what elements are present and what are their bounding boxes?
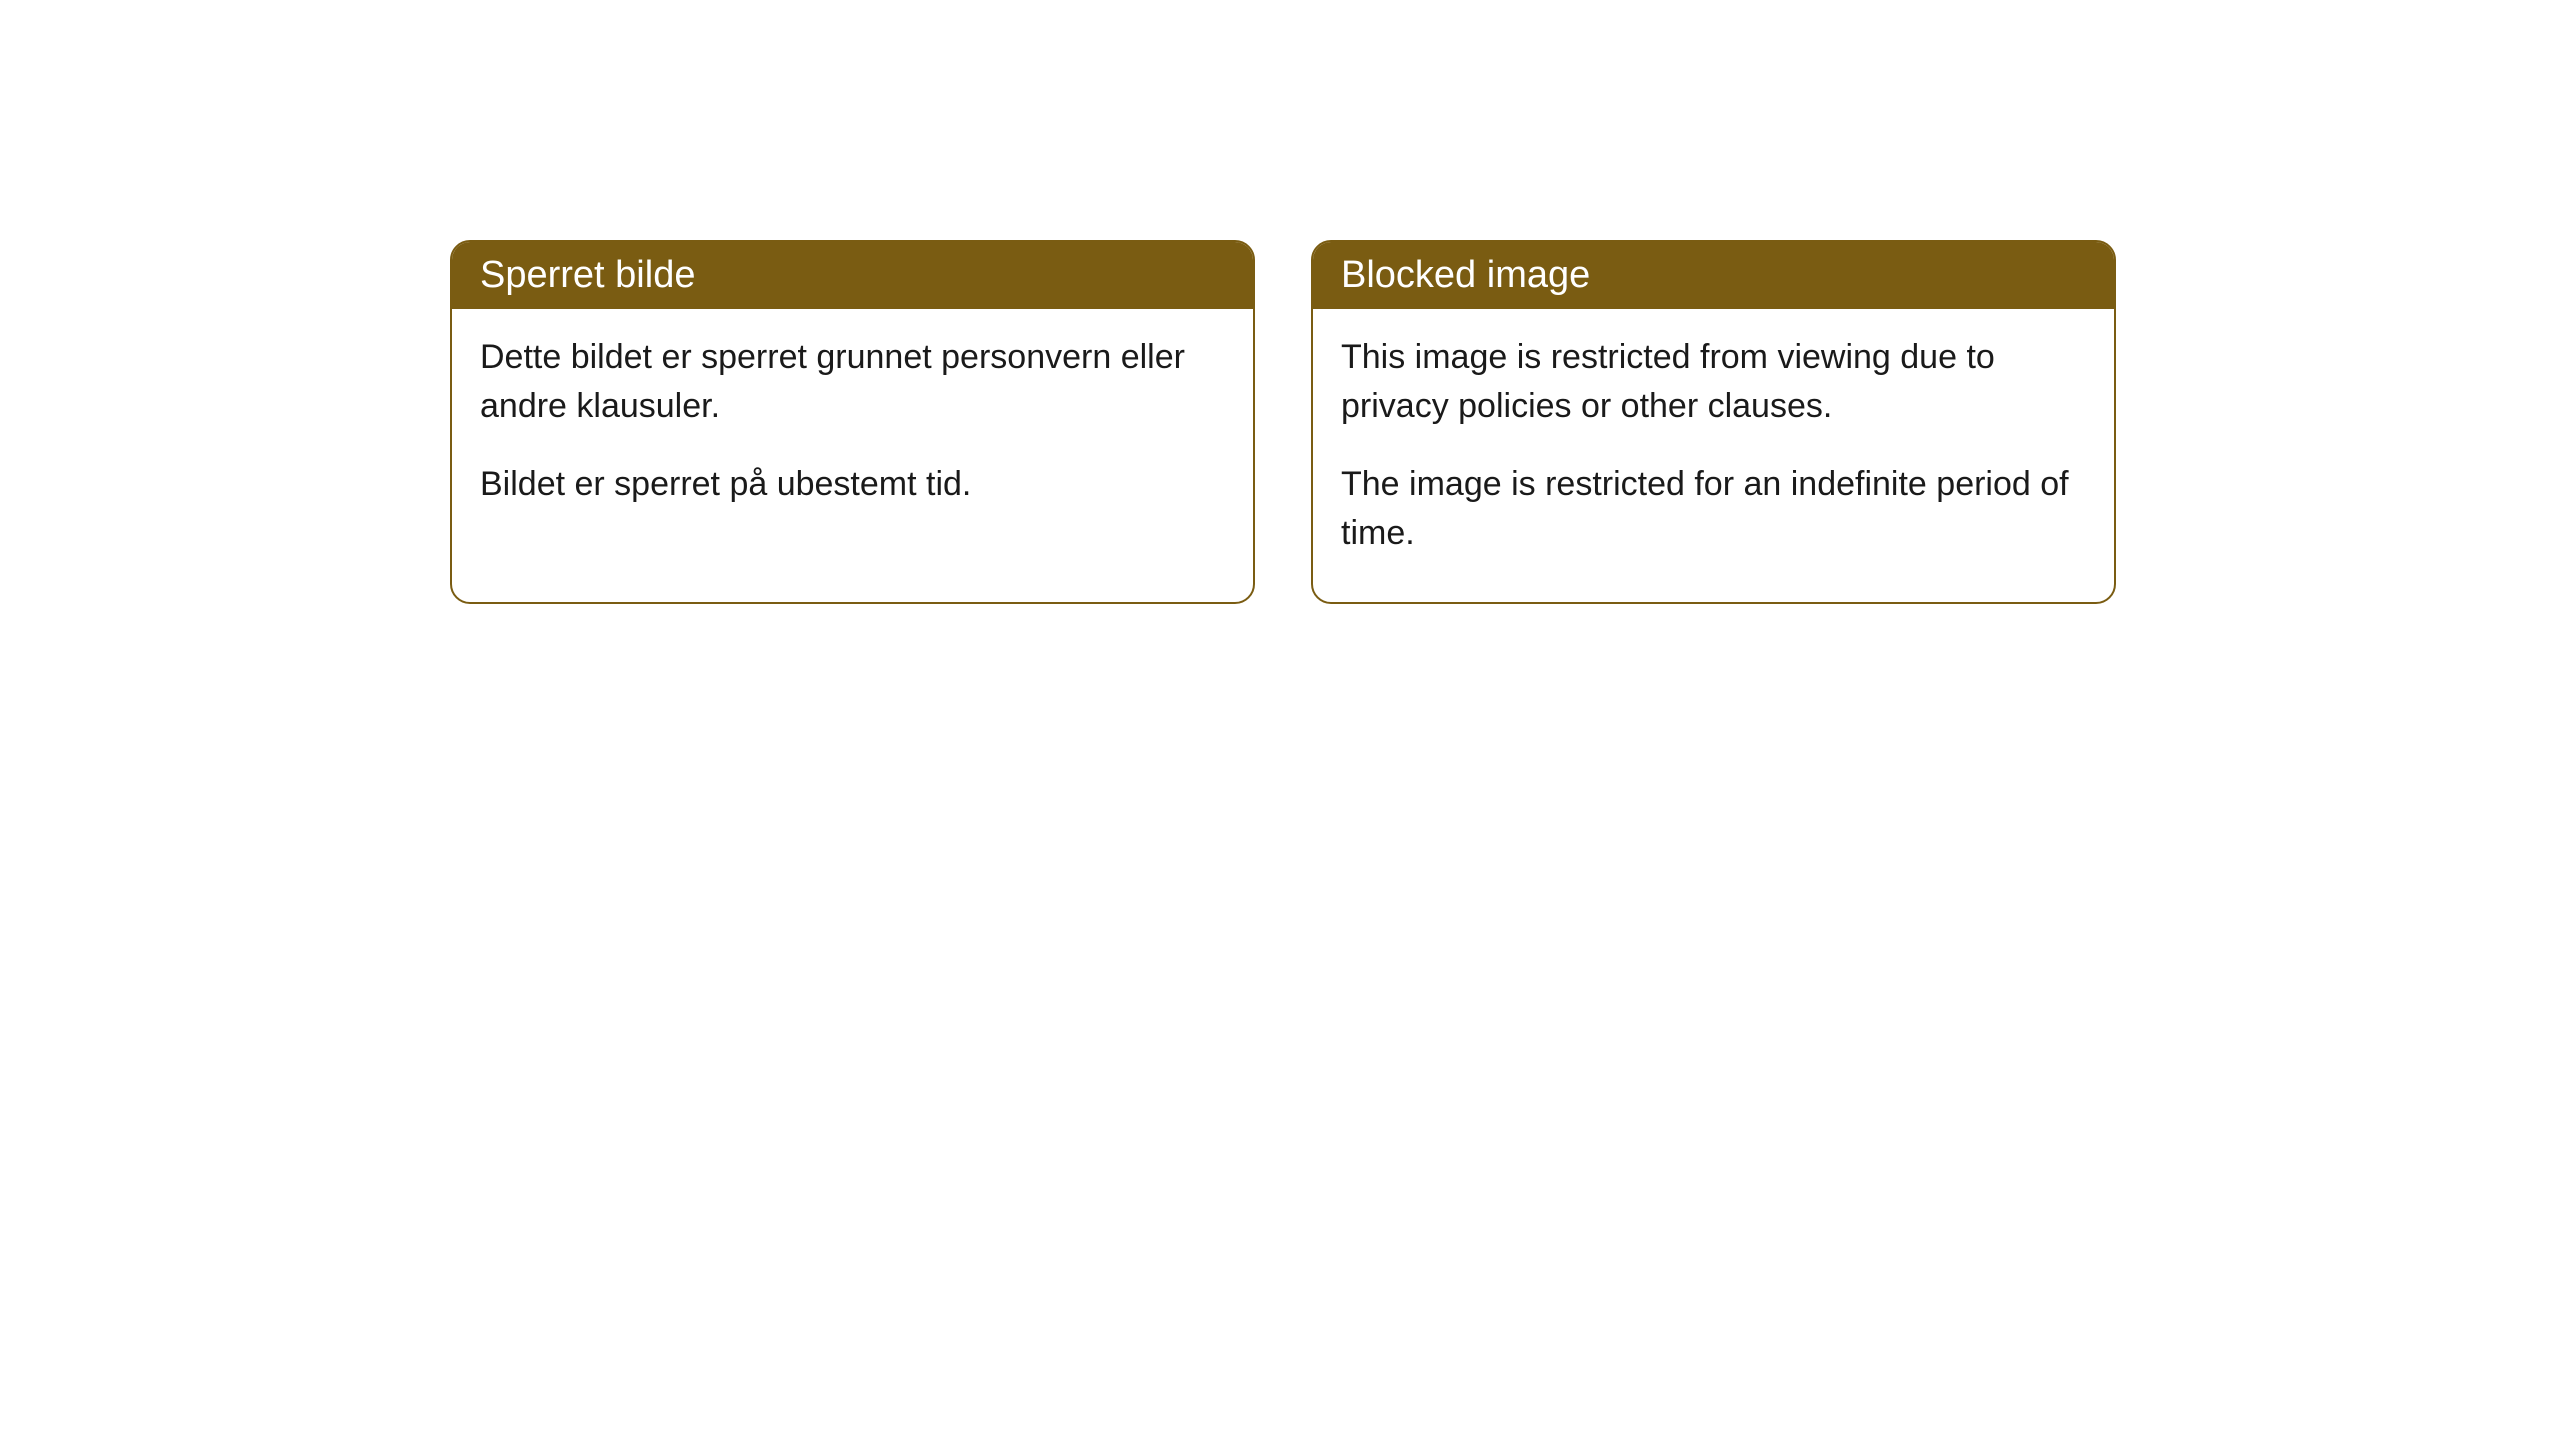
card-header-en: Blocked image — [1313, 242, 2114, 309]
card-body-no: Dette bildet er sperret grunnet personve… — [452, 309, 1253, 553]
card-paragraph-1-no: Dette bildet er sperret grunnet personve… — [480, 333, 1225, 432]
card-body-en: This image is restricted from viewing du… — [1313, 309, 2114, 602]
blocked-image-card-no: Sperret bilde Dette bildet er sperret gr… — [450, 240, 1255, 604]
blocked-image-card-en: Blocked image This image is restricted f… — [1311, 240, 2116, 604]
card-paragraph-2-no: Bildet er sperret på ubestemt tid. — [480, 460, 1225, 509]
card-paragraph-2-en: The image is restricted for an indefinit… — [1341, 460, 2086, 559]
cards-container: Sperret bilde Dette bildet er sperret gr… — [0, 0, 2560, 604]
card-header-no: Sperret bilde — [452, 242, 1253, 309]
card-paragraph-1-en: This image is restricted from viewing du… — [1341, 333, 2086, 432]
